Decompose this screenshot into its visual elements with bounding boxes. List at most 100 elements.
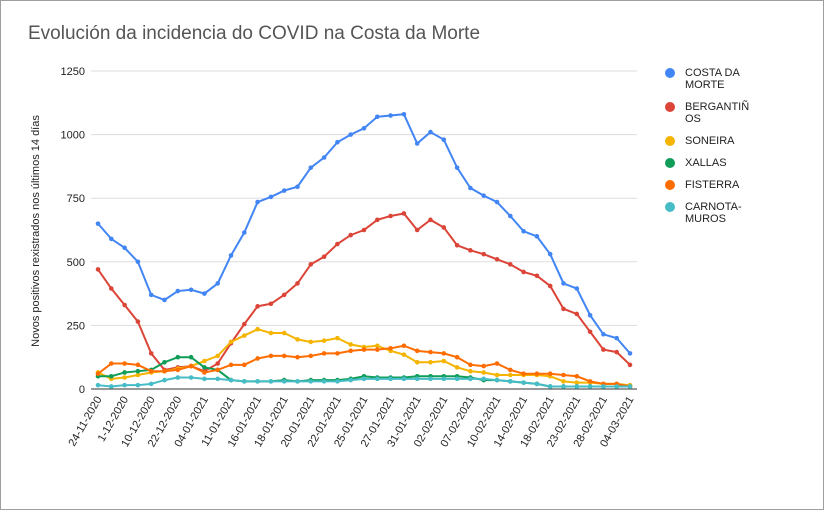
data-point bbox=[202, 365, 207, 370]
data-point bbox=[255, 326, 260, 332]
data-point bbox=[547, 283, 553, 289]
data-point bbox=[601, 384, 606, 389]
y-tick-label: 1250 bbox=[61, 66, 85, 78]
data-point bbox=[401, 376, 407, 382]
data-point bbox=[268, 379, 274, 384]
data-point bbox=[109, 373, 114, 379]
data-point bbox=[148, 381, 154, 387]
data-point bbox=[454, 242, 460, 248]
data-point bbox=[122, 302, 127, 308]
data-point bbox=[454, 354, 460, 360]
data-point bbox=[587, 312, 593, 318]
legend-item: COSTA DA MORTE bbox=[665, 67, 775, 91]
data-point bbox=[308, 262, 314, 267]
data-point bbox=[454, 376, 460, 382]
data-point bbox=[414, 141, 420, 146]
data-point bbox=[281, 379, 287, 384]
data-point bbox=[228, 253, 234, 258]
data-point bbox=[162, 359, 167, 365]
data-point bbox=[242, 362, 247, 368]
data-point bbox=[228, 362, 234, 368]
data-point bbox=[375, 343, 380, 349]
legend-swatch bbox=[665, 102, 675, 112]
y-tick-label: 0 bbox=[79, 384, 85, 396]
data-point bbox=[109, 286, 114, 291]
data-point bbox=[255, 379, 260, 384]
data-point bbox=[95, 221, 101, 226]
data-point bbox=[135, 259, 141, 265]
data-point bbox=[215, 361, 220, 366]
data-point bbox=[335, 379, 340, 384]
data-point bbox=[188, 375, 194, 380]
data-point bbox=[508, 262, 513, 267]
data-point bbox=[348, 348, 354, 354]
data-point bbox=[441, 137, 447, 142]
data-point bbox=[122, 382, 127, 388]
data-point bbox=[587, 379, 593, 384]
data-point bbox=[414, 227, 420, 233]
data-point bbox=[494, 377, 500, 383]
data-point bbox=[175, 288, 181, 294]
data-point bbox=[574, 286, 580, 291]
data-point bbox=[348, 132, 354, 137]
data-point bbox=[135, 382, 141, 388]
data-point bbox=[188, 354, 194, 360]
data-point bbox=[574, 311, 580, 317]
data-point bbox=[401, 111, 407, 117]
data-point bbox=[388, 345, 393, 351]
data-point bbox=[401, 352, 407, 357]
data-point bbox=[335, 351, 340, 356]
y-tick-label: 250 bbox=[67, 320, 85, 332]
data-point bbox=[494, 372, 500, 378]
data-point bbox=[494, 361, 500, 366]
data-point bbox=[95, 382, 101, 388]
data-point bbox=[228, 377, 234, 383]
data-point bbox=[574, 384, 580, 389]
data-point bbox=[242, 230, 247, 235]
data-point bbox=[308, 165, 314, 170]
data-point bbox=[468, 362, 473, 368]
data-point bbox=[109, 384, 114, 389]
data-point bbox=[468, 185, 473, 191]
data-point bbox=[268, 330, 274, 336]
data-point bbox=[242, 379, 247, 384]
y-tick-label: 500 bbox=[67, 257, 85, 269]
data-point bbox=[627, 351, 633, 356]
data-point bbox=[215, 281, 220, 286]
data-point bbox=[508, 213, 513, 219]
data-point bbox=[388, 376, 393, 382]
data-point bbox=[215, 376, 220, 382]
data-point bbox=[361, 125, 367, 131]
data-point bbox=[375, 347, 380, 352]
data-point bbox=[162, 368, 167, 374]
data-point bbox=[295, 379, 300, 384]
data-point bbox=[122, 245, 127, 251]
data-point bbox=[481, 363, 487, 369]
data-point bbox=[162, 297, 167, 303]
data-point bbox=[215, 353, 220, 359]
data-point bbox=[122, 361, 127, 366]
data-point bbox=[468, 368, 473, 374]
legend-label: SONEIRA bbox=[685, 135, 735, 147]
data-point bbox=[587, 329, 593, 335]
data-point bbox=[481, 251, 487, 257]
data-point bbox=[95, 371, 101, 377]
data-point bbox=[414, 348, 420, 354]
data-point bbox=[361, 227, 367, 233]
data-point bbox=[148, 351, 154, 356]
data-point bbox=[202, 291, 207, 296]
data-point bbox=[295, 337, 300, 342]
data-point bbox=[454, 165, 460, 170]
data-point bbox=[281, 292, 287, 298]
data-point bbox=[202, 376, 207, 382]
data-point bbox=[428, 217, 433, 223]
data-point bbox=[281, 330, 287, 336]
data-point bbox=[202, 370, 207, 375]
data-point bbox=[95, 267, 101, 272]
legend-label: XALLAS bbox=[685, 157, 727, 169]
data-point bbox=[295, 354, 300, 360]
data-point bbox=[175, 354, 181, 360]
data-point bbox=[508, 367, 513, 373]
data-point bbox=[441, 225, 447, 230]
